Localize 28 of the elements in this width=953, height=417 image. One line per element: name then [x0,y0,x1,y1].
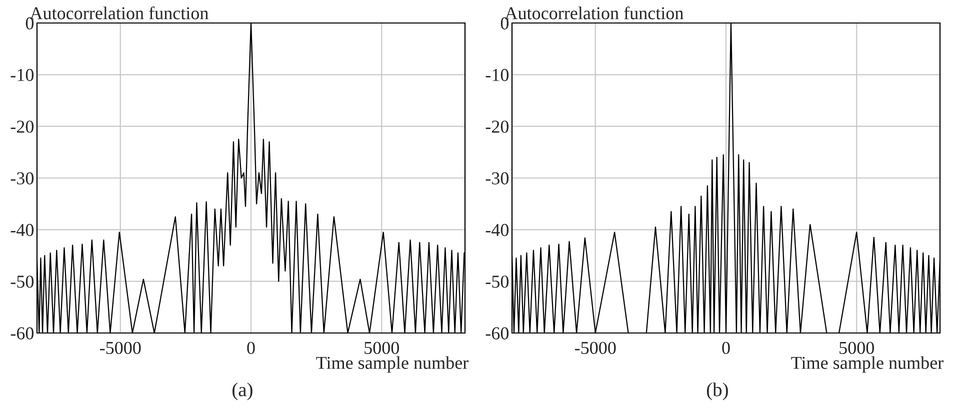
y-tick-label: -20 [10,120,34,133]
x-tick-label: 0 [247,342,255,354]
y-tick-label: 0 [500,17,509,30]
text: (b) [706,382,728,400]
y-tick-label: -20 [486,120,509,133]
x-axis-title: Time sample number [316,356,468,373]
x-tick-label: -5000 [574,342,616,354]
y-tick-label: -40 [486,224,509,236]
y-axis-title: Autocorrelation function [30,6,208,20]
y-tick-label: -60 [486,327,509,340]
y-tick-label: 0 [26,17,34,30]
y-tick-label: -50 [10,276,34,288]
y-tick-label: -60 [10,327,34,340]
y-tick-label: -30 [10,172,34,184]
line-series [512,23,940,333]
x-tick-label: 5000 [840,342,874,354]
x-tick-label: -5000 [100,342,141,354]
text: (a) [232,382,252,400]
y-tick-label: -10 [486,68,509,82]
x-tick-label: 5000 [364,342,399,354]
y-tick-label: -30 [486,172,509,184]
y-tick-label: -10 [10,68,34,82]
y-tick-label: -50 [486,276,509,288]
y-tick-label: -40 [10,224,34,236]
line-series [37,23,465,333]
x-tick-label: 0 [722,342,730,354]
x-axis-title: Time sample number [791,356,944,373]
y-axis-title: Autocorrelation function [504,6,684,20]
